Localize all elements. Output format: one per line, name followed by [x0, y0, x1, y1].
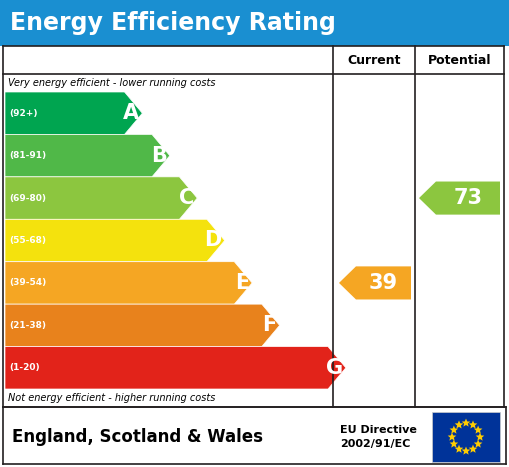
- Polygon shape: [469, 420, 477, 429]
- Text: 73: 73: [454, 188, 483, 208]
- Text: (21-38): (21-38): [9, 321, 46, 330]
- Polygon shape: [476, 432, 484, 441]
- Polygon shape: [448, 432, 456, 441]
- Text: Current: Current: [347, 54, 401, 66]
- Text: England, Scotland & Wales: England, Scotland & Wales: [12, 428, 263, 446]
- Polygon shape: [5, 219, 224, 262]
- Text: (55-68): (55-68): [9, 236, 46, 245]
- Polygon shape: [462, 418, 470, 427]
- Text: A: A: [123, 103, 139, 123]
- Text: 39: 39: [369, 273, 398, 293]
- Bar: [0, 407, 509, 467]
- Text: Potential: Potential: [428, 54, 491, 66]
- Text: B: B: [151, 146, 167, 166]
- Polygon shape: [5, 92, 143, 134]
- Polygon shape: [474, 439, 483, 448]
- Text: (1-20): (1-20): [9, 363, 40, 372]
- Text: D: D: [205, 231, 222, 250]
- Polygon shape: [462, 446, 470, 455]
- Polygon shape: [5, 304, 279, 347]
- Text: (39-54): (39-54): [9, 278, 46, 287]
- Text: (69-80): (69-80): [9, 193, 46, 203]
- Text: C: C: [179, 188, 194, 208]
- Text: (81-91): (81-91): [9, 151, 46, 160]
- Polygon shape: [455, 445, 463, 453]
- Polygon shape: [419, 182, 500, 215]
- Text: E: E: [235, 273, 249, 293]
- Text: Not energy efficient - higher running costs: Not energy efficient - higher running co…: [8, 393, 215, 403]
- Polygon shape: [339, 266, 411, 299]
- Text: 2002/91/EC: 2002/91/EC: [340, 439, 410, 449]
- Bar: [432, 412, 500, 462]
- Polygon shape: [5, 347, 346, 389]
- Polygon shape: [469, 445, 477, 453]
- Text: Energy Efficiency Rating: Energy Efficiency Rating: [10, 11, 336, 35]
- Text: (92+): (92+): [9, 109, 38, 118]
- Bar: [0, 0, 509, 46]
- Polygon shape: [455, 420, 463, 429]
- Polygon shape: [449, 439, 458, 448]
- Text: EU Directive: EU Directive: [340, 425, 417, 435]
- Polygon shape: [5, 177, 197, 219]
- Polygon shape: [449, 425, 458, 434]
- Polygon shape: [5, 134, 170, 177]
- Polygon shape: [5, 262, 252, 304]
- Polygon shape: [474, 425, 483, 434]
- Text: Very energy efficient - lower running costs: Very energy efficient - lower running co…: [8, 78, 215, 88]
- Text: G: G: [326, 358, 343, 378]
- Text: F: F: [262, 315, 276, 335]
